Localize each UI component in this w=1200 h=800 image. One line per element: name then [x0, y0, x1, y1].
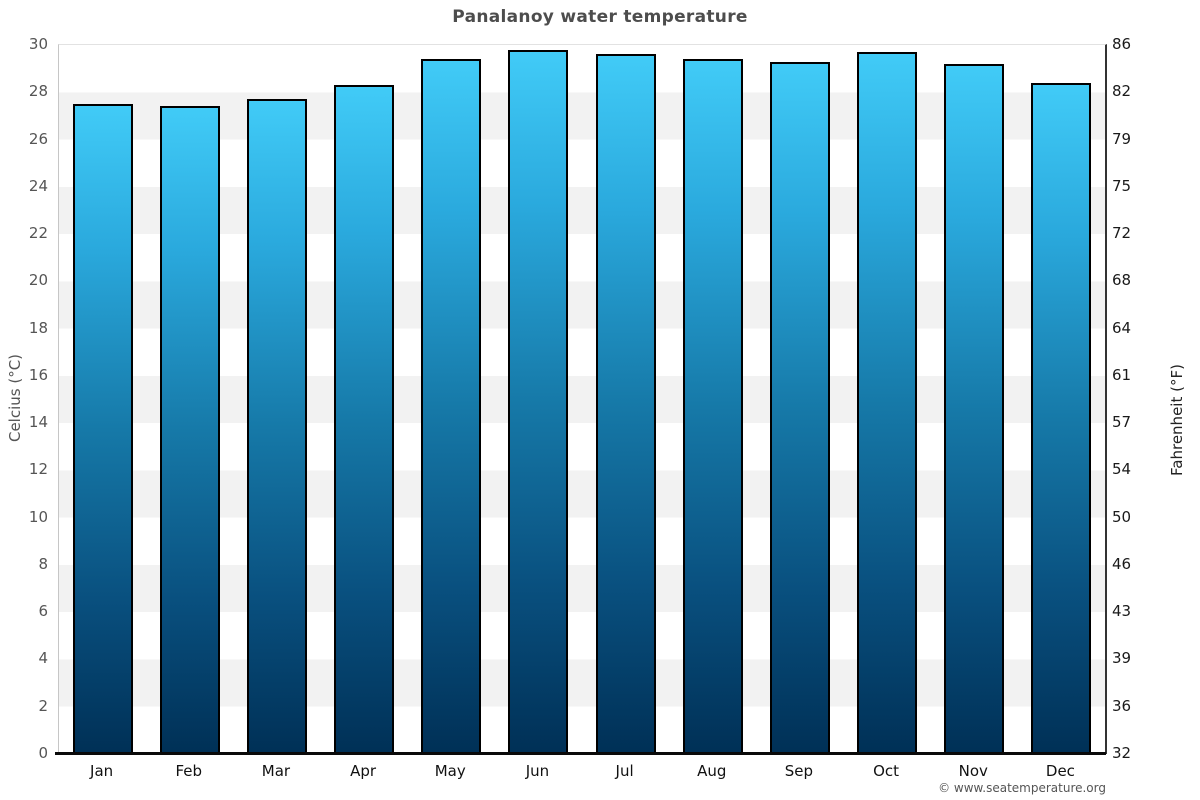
month-label-feb: Feb: [175, 762, 203, 780]
month-label-mar: Mar: [261, 762, 291, 780]
celsius-tick-16: 16: [28, 365, 48, 384]
month-label-jun: Jun: [525, 762, 550, 780]
fahrenheit-tick-46: 46: [1112, 554, 1132, 573]
fahrenheit-tick-39: 39: [1112, 649, 1132, 668]
fahrenheit-tick-72: 72: [1112, 224, 1132, 243]
month-label-aug: Aug: [697, 762, 727, 780]
attribution: © www.seatemperature.org: [938, 781, 1106, 795]
fahrenheit-tick-82: 82: [1112, 82, 1132, 101]
bar-mar: [246, 99, 307, 754]
celsius-tick-10: 10: [28, 507, 48, 526]
fahrenheit-tick-64: 64: [1112, 318, 1132, 337]
month-label-oct: Oct: [873, 762, 900, 780]
month-label-jan: Jan: [90, 762, 114, 780]
month-label-dec: Dec: [1045, 762, 1075, 780]
bar-oct: [857, 52, 918, 754]
celsius-tick-28: 28: [28, 82, 48, 101]
bar-apr: [334, 85, 395, 754]
fahrenheit-tick-68: 68: [1112, 271, 1132, 290]
celsius-tick-14: 14: [28, 413, 48, 432]
fahrenheit-tick-50: 50: [1112, 507, 1132, 526]
bar-sep: [769, 61, 830, 754]
celsius-tick-8: 8: [38, 554, 48, 573]
fahrenheit-tick-79: 79: [1112, 129, 1132, 148]
bar-may: [421, 59, 482, 754]
month-label-sep: Sep: [784, 762, 814, 780]
month-label-nov: Nov: [958, 762, 988, 780]
x-axis-line: [55, 752, 1106, 755]
month-label-apr: Apr: [350, 762, 377, 780]
celsius-tick-24: 24: [28, 176, 48, 195]
fahrenheit-tick-86: 86: [1112, 35, 1132, 53]
month-label-may: May: [434, 762, 466, 780]
celsius-tick-12: 12: [28, 460, 48, 479]
bar-feb: [159, 106, 220, 754]
bar-jul: [595, 54, 656, 754]
fahrenheit-tick-43: 43: [1112, 602, 1132, 621]
fahrenheit-tick-32: 32: [1112, 744, 1132, 762]
celsius-tick-2: 2: [38, 696, 48, 715]
month-label-jul: Jul: [615, 762, 634, 780]
celsius-tick-26: 26: [28, 129, 48, 148]
celsius-tick-30: 30: [28, 35, 48, 53]
bar-jun: [508, 49, 569, 754]
fahrenheit-tick-57: 57: [1112, 413, 1132, 432]
chart-title: Panalanoy water temperature: [452, 7, 748, 27]
bar-nov: [944, 63, 1005, 754]
fahrenheit-tick-75: 75: [1112, 176, 1132, 195]
fahrenheit-tick-54: 54: [1112, 460, 1132, 479]
celsius-tick-18: 18: [28, 318, 48, 337]
bar-aug: [682, 59, 743, 754]
fahrenheit-tick-36: 36: [1112, 696, 1132, 715]
plot-area: [58, 44, 1107, 754]
celsius-tick-6: 6: [38, 602, 48, 621]
bar-jan: [72, 104, 133, 754]
bar-dec: [1031, 82, 1092, 754]
celsius-tick-0: 0: [38, 744, 48, 762]
celsius-tick-22: 22: [28, 224, 48, 243]
fahrenheit-tick-61: 61: [1112, 365, 1132, 384]
celsius-tick-20: 20: [28, 271, 48, 290]
y-axis-title-fahrenheit: Fahrenheit (°F): [1168, 364, 1186, 476]
celsius-tick-4: 4: [38, 649, 48, 668]
